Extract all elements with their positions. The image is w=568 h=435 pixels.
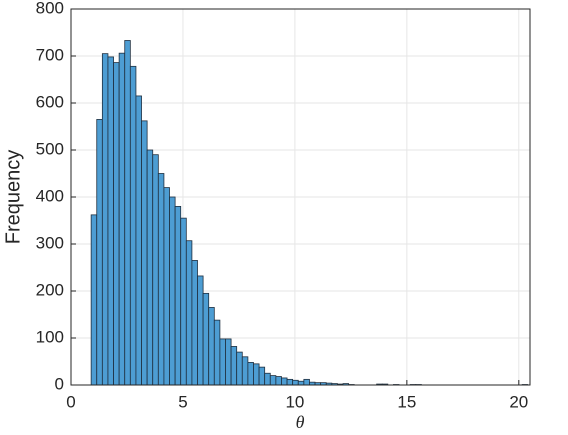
x-tick-label: 15 bbox=[397, 392, 416, 411]
x-axis-label: θ bbox=[296, 412, 305, 432]
bar bbox=[101, 53, 109, 386]
bar bbox=[241, 356, 249, 386]
bar bbox=[180, 217, 187, 386]
bar bbox=[225, 338, 232, 386]
bar bbox=[163, 187, 170, 386]
bar bbox=[297, 380, 305, 386]
bar bbox=[292, 379, 299, 386]
bar bbox=[146, 149, 154, 386]
bar bbox=[286, 378, 294, 386]
y-tick-label: 0 bbox=[55, 374, 64, 393]
bar bbox=[141, 120, 148, 386]
x-tick-label: 10 bbox=[285, 392, 304, 411]
bar bbox=[303, 378, 310, 386]
bar bbox=[202, 292, 210, 386]
y-tick-label: 300 bbox=[36, 233, 64, 252]
y-tick-label: 500 bbox=[36, 139, 64, 158]
bar bbox=[157, 173, 165, 386]
bar bbox=[118, 52, 126, 386]
y-tick-label: 700 bbox=[36, 45, 64, 64]
y-tick-label: 800 bbox=[36, 0, 64, 17]
bar bbox=[107, 56, 114, 386]
bar bbox=[236, 351, 243, 386]
y-tick-label: 100 bbox=[36, 327, 64, 346]
x-tick-label: 5 bbox=[178, 392, 187, 411]
bar bbox=[174, 205, 182, 386]
bar bbox=[135, 95, 142, 386]
bar bbox=[152, 154, 159, 386]
bar bbox=[213, 319, 221, 386]
x-tick-label: 0 bbox=[66, 392, 75, 411]
y-tick-label: 200 bbox=[36, 280, 64, 299]
bar bbox=[230, 346, 238, 386]
bar bbox=[124, 40, 131, 386]
bar bbox=[90, 214, 98, 386]
bar bbox=[281, 377, 288, 386]
bar bbox=[253, 363, 260, 386]
bar bbox=[197, 275, 204, 386]
bar bbox=[191, 260, 198, 386]
y-tick-label: 400 bbox=[36, 186, 64, 205]
bar bbox=[185, 240, 193, 386]
bar bbox=[208, 307, 215, 386]
bar bbox=[219, 338, 226, 386]
bar bbox=[113, 62, 120, 386]
bar bbox=[275, 376, 282, 386]
y-tick-label: 600 bbox=[36, 92, 64, 111]
bar bbox=[129, 65, 137, 386]
bar bbox=[169, 196, 176, 386]
plot-frame bbox=[70, 8, 531, 386]
bar bbox=[247, 362, 254, 386]
y-axis-label: Frequency bbox=[2, 150, 24, 245]
x-tick-label: 20 bbox=[509, 392, 528, 411]
bar bbox=[264, 372, 271, 386]
bar bbox=[258, 366, 266, 386]
bar bbox=[269, 375, 277, 386]
bar bbox=[96, 119, 103, 386]
